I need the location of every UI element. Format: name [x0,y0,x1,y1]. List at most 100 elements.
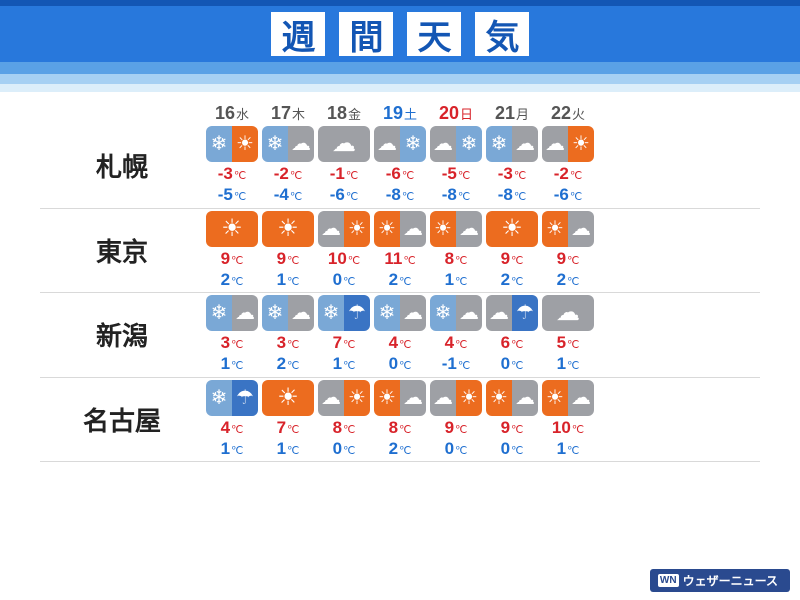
day-cell: ☀☁10℃1℃ [540,380,596,460]
temp-high: 4℃ [221,417,244,438]
weather-icon: ☀ [262,380,314,416]
temp-high: 10℃ [328,248,360,269]
weather-icon: ☁☀ [430,380,482,416]
temp-low: 0℃ [501,438,524,459]
temp-low: 1℃ [277,438,300,459]
weather-icon: ☀☁ [374,211,426,247]
weather-icon: ❄☁ [486,126,538,162]
weather-icon: ☁☀ [318,380,370,416]
temp-low: -1℃ [442,353,470,374]
temp-low: 1℃ [277,269,300,290]
date-header-cell: 17木 [260,103,316,124]
day-cell: ❄☀-3℃-5℃ [204,126,260,206]
city-row: 札幌❄☀-3℃-5℃❄☁-2℃-4℃☁-1℃-6℃☁❄-6℃-8℃☁❄-5℃-8… [40,124,760,209]
temp-high: 4℃ [445,332,468,353]
temp-low: 0℃ [445,438,468,459]
temp-low: 1℃ [221,438,244,459]
city-rows: 札幌❄☀-3℃-5℃❄☁-2℃-4℃☁-1℃-6℃☁❄-6℃-8℃☁❄-5℃-8… [40,124,760,462]
title-char: 天 [407,12,461,56]
weather-icon: ❄☁ [430,295,482,331]
temp-high: -2℃ [274,163,302,184]
date-header-cell: 16水 [204,103,260,124]
weather-icon: ☀☁ [374,380,426,416]
day-cell: ☀9℃1℃ [260,211,316,291]
temp-high: 5℃ [557,332,580,353]
temp-low: 0℃ [333,269,356,290]
temp-low: 1℃ [221,353,244,374]
temp-high: 8℃ [333,417,356,438]
weather-icon: ❄☁ [374,295,426,331]
forecast-table: 16水17木18金19土20日21月22火 札幌❄☀-3℃-5℃❄☁-2℃-4℃… [0,92,800,462]
city-name: 名古屋 [40,380,204,460]
temp-high: -3℃ [498,163,526,184]
date-header-row: 16水17木18金19土20日21月22火 [40,96,760,124]
temp-high: 8℃ [389,417,412,438]
temp-low: 1℃ [557,353,580,374]
day-cell: ☀☁11℃2℃ [372,211,428,291]
weather-icon: ☀☁ [486,380,538,416]
temp-low: 2℃ [501,269,524,290]
weather-icon: ❄☂ [206,380,258,416]
day-cell: ☁☀10℃0℃ [316,211,372,291]
city-row: 名古屋❄☂4℃1℃☀7℃1℃☁☀8℃0℃☀☁8℃2℃☁☀9℃0℃☀☁9℃0℃☀☁… [40,378,760,463]
day-cell: ☁☀9℃0℃ [428,380,484,460]
title-char: 週 [271,12,325,56]
weather-icon: ☀ [486,211,538,247]
date-header-cell: 19土 [372,103,428,124]
temp-low: 2℃ [557,269,580,290]
temp-low: -4℃ [274,184,302,205]
temp-high: 9℃ [277,248,300,269]
weather-icon: ❄☁ [262,295,314,331]
temp-low: -6℃ [330,184,358,205]
temp-high: -5℃ [442,163,470,184]
day-cell: ☁☂6℃0℃ [484,295,540,375]
day-cell: ❄☁4℃-1℃ [428,295,484,375]
date-header-cell: 22火 [540,103,596,124]
temp-high: 7℃ [333,332,356,353]
temp-high: 10℃ [552,417,584,438]
day-cell: ☀7℃1℃ [260,380,316,460]
weather-icon: ❄☁ [262,126,314,162]
weather-icon: ☁ [318,126,370,162]
weather-icon: ☀ [262,211,314,247]
day-cell: ☀9℃2℃ [484,211,540,291]
temp-high: 3℃ [277,332,300,353]
weather-icon: ☀☁ [430,211,482,247]
weather-icon: ☁❄ [430,126,482,162]
brand-name: ウェザーニュース [683,572,778,589]
city-row: 新潟❄☁3℃1℃❄☁3℃2℃❄☂7℃1℃❄☁4℃0℃❄☁4℃-1℃☁☂6℃0℃☁… [40,293,760,378]
weather-icon: ❄☂ [318,295,370,331]
temp-high: -1℃ [330,163,358,184]
day-cell: ☁☀8℃0℃ [316,380,372,460]
temp-high: 11℃ [384,248,415,269]
day-cell: ☁5℃1℃ [540,295,596,375]
temp-low: -8℃ [386,184,414,205]
city-name: 新潟 [40,295,204,375]
weather-icon: ☁☀ [542,126,594,162]
temp-low: 1℃ [557,438,580,459]
weather-icon: ☀ [206,211,258,247]
weather-icon: ☁☀ [318,211,370,247]
weather-icon: ☀☁ [542,380,594,416]
temp-low: 0℃ [389,353,412,374]
day-cell: ❄☁3℃1℃ [204,295,260,375]
weather-icon: ❄☁ [206,295,258,331]
temp-high: 4℃ [389,332,412,353]
title-char: 気 [475,12,529,56]
day-cell: ☁-1℃-6℃ [316,126,372,206]
temp-low: 2℃ [221,269,244,290]
temp-low: -6℃ [554,184,582,205]
temp-high: 7℃ [277,417,300,438]
temp-high: 9℃ [221,248,244,269]
day-cell: ❄☁4℃0℃ [372,295,428,375]
date-header-cell: 18金 [316,103,372,124]
day-cell: ❄☁3℃2℃ [260,295,316,375]
temp-low: 0℃ [333,438,356,459]
weather-icon: ☁☂ [486,295,538,331]
brand-wn-icon: WN [658,574,679,587]
temp-low: 2℃ [277,353,300,374]
weather-icon: ☁ [542,295,594,331]
city-name: 札幌 [40,126,204,206]
day-cell: ☀☁8℃1℃ [428,211,484,291]
day-cell: ☁❄-6℃-8℃ [372,126,428,206]
